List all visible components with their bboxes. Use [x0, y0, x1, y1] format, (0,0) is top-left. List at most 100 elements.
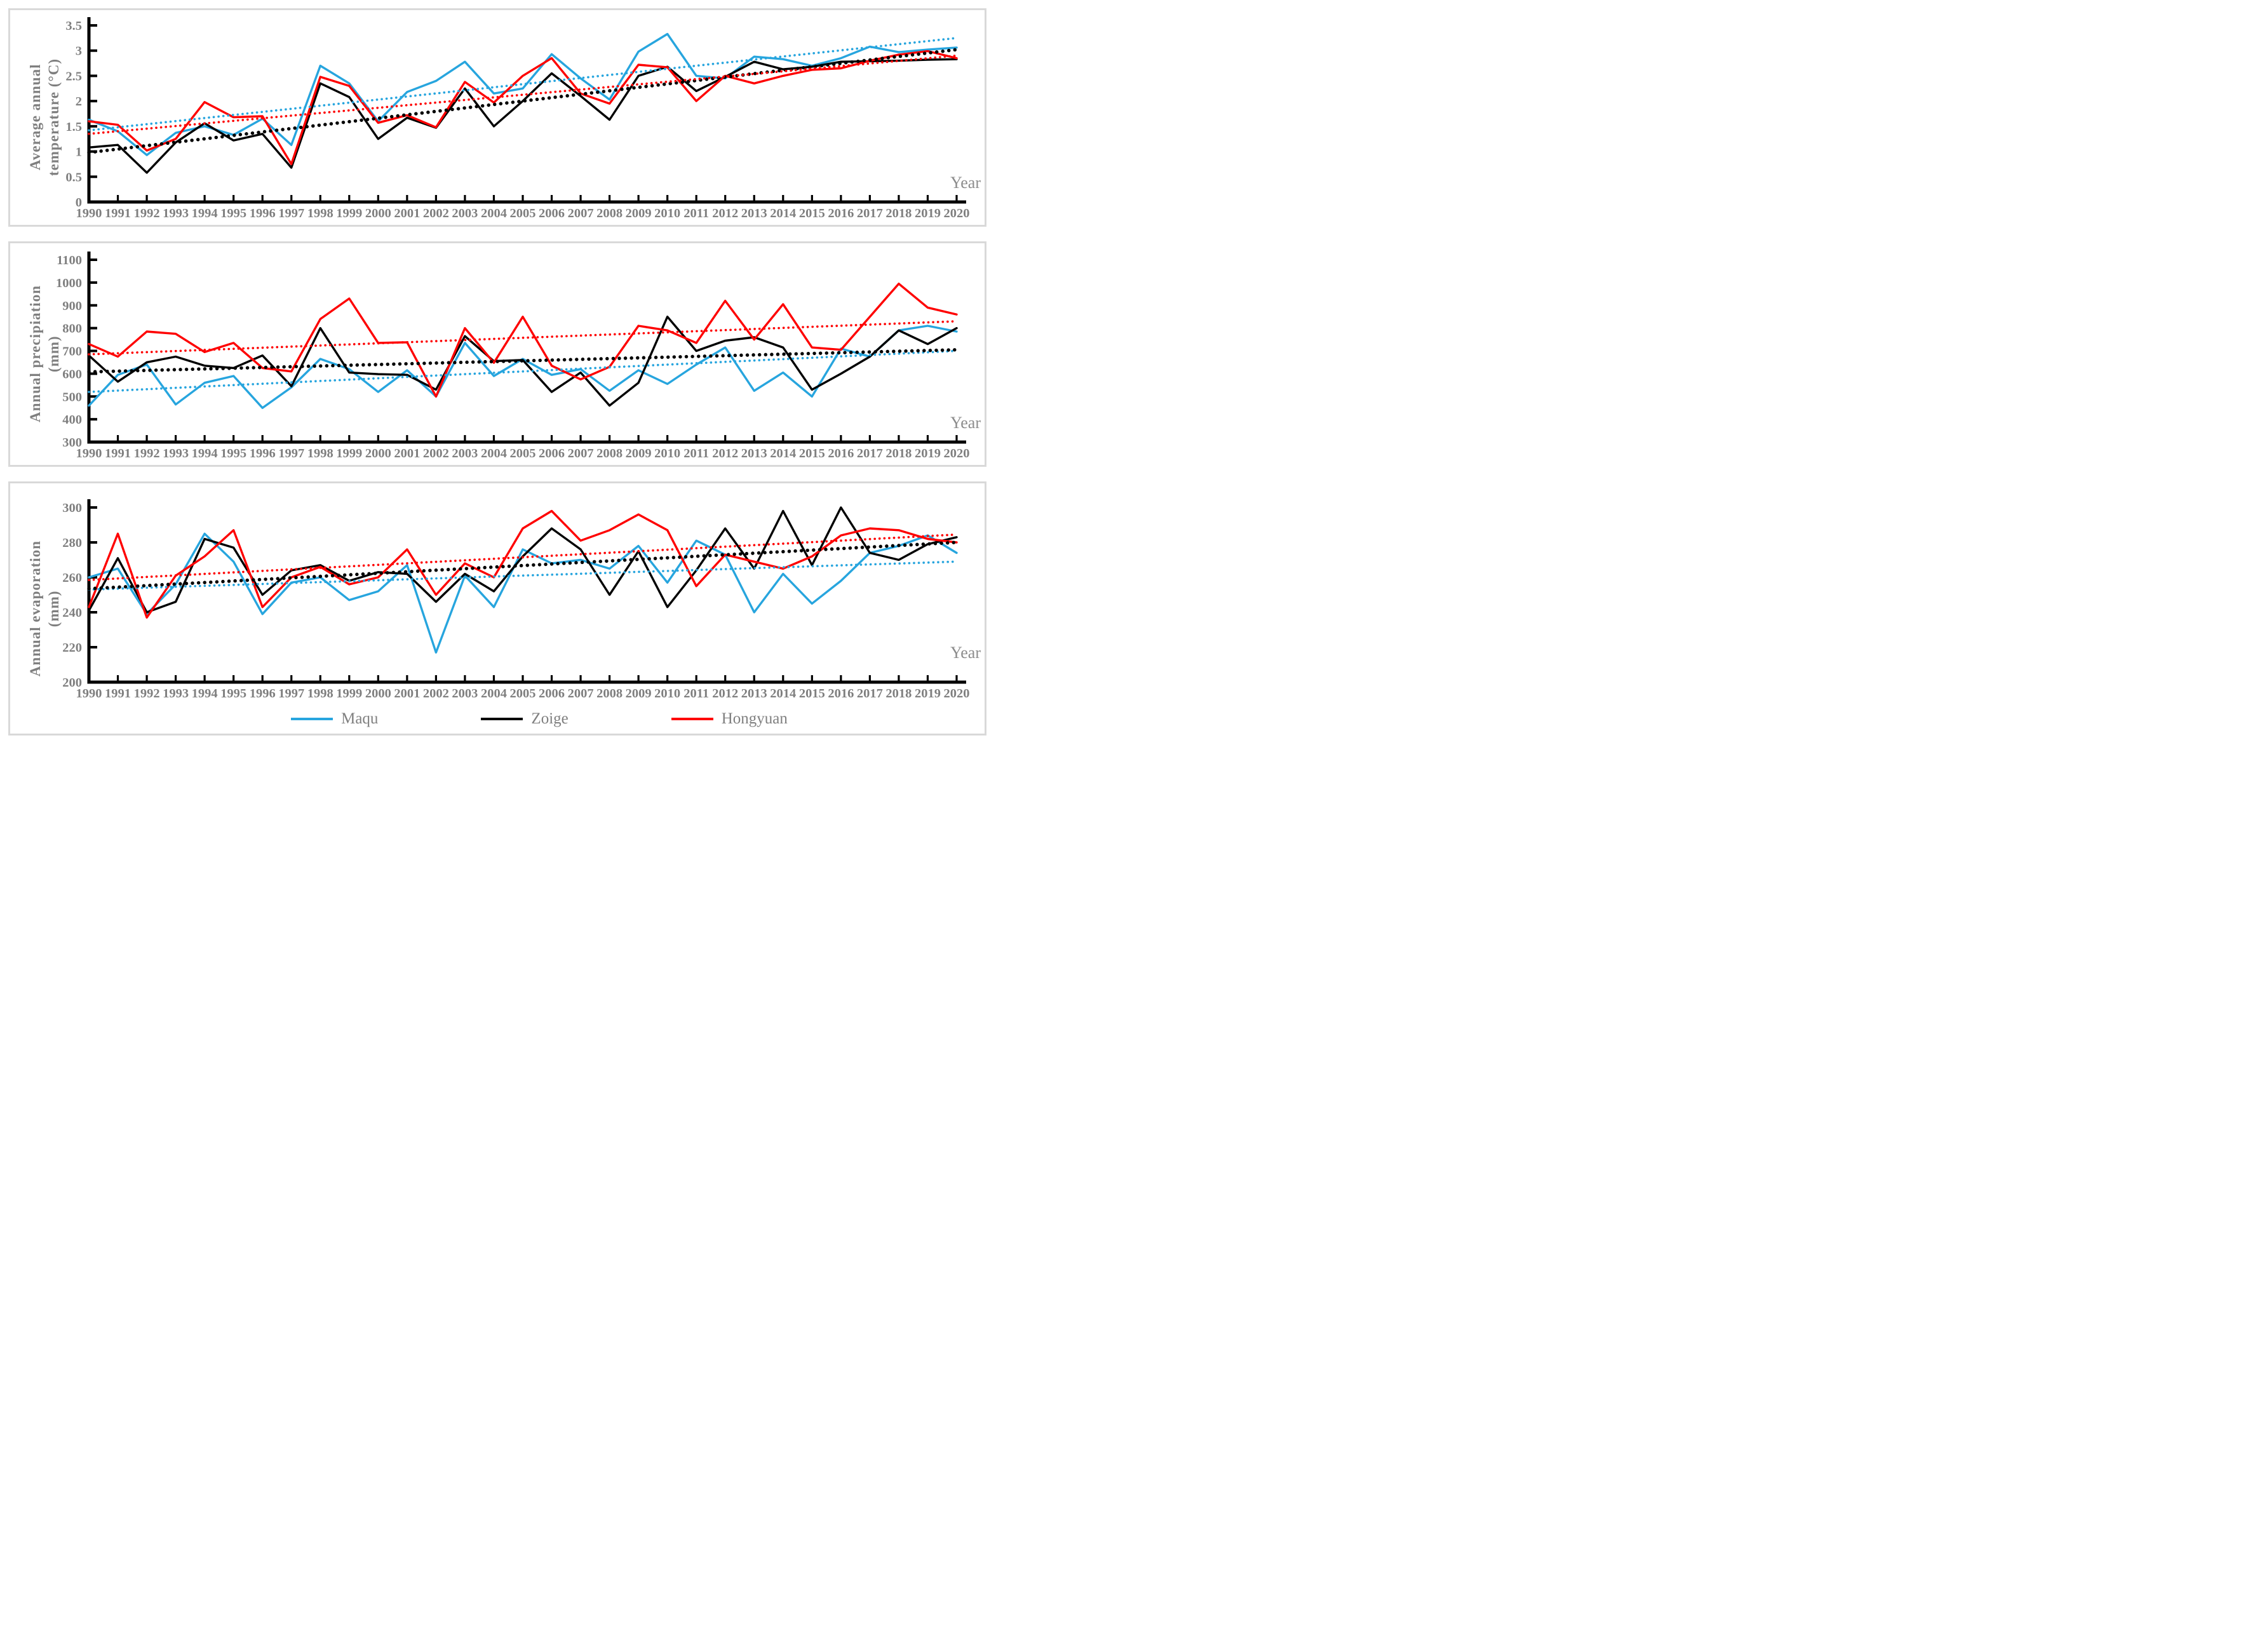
maqu-line-swatch: [291, 718, 333, 720]
x-tick-label-2002: 2002: [423, 687, 449, 701]
x-tick-label-2017: 2017: [857, 206, 883, 220]
x-tick-label-2000: 2000: [365, 447, 391, 460]
evaporation-chart-panel: 200 220 240 260 280 300 1990 1991 1992 1993 1994 19…: [8, 481, 986, 735]
legend-item-maqu: Maqu: [291, 710, 378, 728]
zoige-line-swatch: [481, 718, 523, 720]
climate-trends-figure: 0 0.5 1 1.5 2 2.5 3 3.5 1990 1991 1992 1993 1994 1995…: [0, 0, 996, 735]
x-tick-label-2001: 2001: [394, 447, 420, 460]
x-tick-label-2015: 2015: [799, 687, 825, 701]
x-tick-label-1993: 1993: [163, 206, 189, 220]
x-tick-label-1996: 1996: [250, 687, 276, 701]
x-tick-label-2007: 2007: [568, 687, 594, 701]
x-tick-label-2011: 2011: [683, 687, 709, 701]
x-tick-label-1991: 1991: [105, 447, 131, 460]
x-tick-label-1991: 1991: [105, 206, 131, 220]
x-tick-label-1994: 1994: [192, 206, 218, 220]
x-tick-label-1993: 1993: [163, 447, 189, 460]
y-tick-label: 200: [62, 676, 82, 690]
y-tick-label: 260: [62, 571, 82, 585]
hongyuan-line-swatch: [671, 718, 713, 720]
x-tick-label-2012: 2012: [712, 447, 738, 460]
x-tick-label-1999: 1999: [336, 206, 362, 220]
y-tick-label: 1000: [56, 276, 82, 290]
x-tick-label-2011: 2011: [683, 206, 709, 220]
x-tick-label-2013: 2013: [741, 206, 767, 220]
y-tick-label: 300: [62, 501, 82, 515]
y-tick-label: 800: [62, 322, 82, 336]
y-tick-label: 2: [76, 95, 82, 109]
x-tick-label-2008: 2008: [596, 447, 622, 460]
maqu-series-line: [88, 532, 958, 654]
x-tick-label-2004: 2004: [481, 687, 507, 701]
x-tick-label-1994: 1994: [192, 687, 218, 701]
x-tick-label-1999: 1999: [336, 687, 362, 701]
x-tick-label-2011: 2011: [683, 447, 709, 460]
maqu-trendline: [88, 349, 958, 393]
x-tick-label-2012: 2012: [712, 206, 738, 220]
x-tick-label-2015: 2015: [799, 206, 825, 220]
legend-label-maqu: Maqu: [341, 710, 379, 727]
x-tick-label-2006: 2006: [539, 687, 565, 701]
x-tick-label-2013: 2013: [741, 687, 767, 701]
x-tick-label-1999: 1999: [336, 447, 362, 460]
x-tick-label-1990: 1990: [76, 687, 102, 701]
x-tick-label-2009: 2009: [626, 206, 652, 220]
x-tick-label-2016: 2016: [828, 447, 854, 460]
x-tick-label-2004: 2004: [481, 447, 507, 460]
x-tick-label-2012: 2012: [712, 687, 738, 701]
x-tick-label-1995: 1995: [220, 687, 246, 701]
x-tick-label-2014: 2014: [770, 687, 796, 701]
y-tick-label: 500: [62, 390, 82, 404]
hongyuan-trendline: [88, 54, 958, 135]
zoige-series-line: [88, 506, 958, 614]
x-tick-label-1998: 1998: [307, 687, 333, 701]
x-tick-label-2009: 2009: [626, 687, 652, 701]
zoige-series-line: [88, 58, 958, 174]
y-tick-label: 1: [76, 145, 82, 159]
x-axis-title: Year: [950, 173, 981, 192]
y-tick-label: 1100: [57, 253, 82, 267]
legend-label-zoige: Zoige: [531, 710, 569, 727]
x-tick-label-1998: 1998: [307, 447, 333, 460]
x-tick-label-2013: 2013: [741, 447, 767, 460]
x-tick-label-1996: 1996: [250, 447, 276, 460]
x-tick-label-1996: 1996: [250, 206, 276, 220]
x-tick-label-2018: 2018: [885, 206, 912, 220]
x-tick-label-1997: 1997: [278, 687, 304, 701]
x-tick-label-2000: 2000: [365, 206, 391, 220]
x-tick-label-2018: 2018: [885, 687, 912, 701]
x-tick-label-1994: 1994: [192, 447, 218, 460]
x-tick-label-2020: 2020: [944, 206, 970, 220]
x-tick-label-2003: 2003: [452, 206, 478, 220]
x-tick-label-1993: 1993: [163, 687, 189, 701]
x-tick-label-2007: 2007: [568, 206, 594, 220]
y-tick-label: 300: [62, 436, 82, 450]
x-tick-label-2020: 2020: [944, 447, 970, 460]
legend-label-hongyuan: Hongyuan: [721, 710, 788, 727]
hongyuan-series-line: [88, 283, 958, 398]
x-tick-label-1995: 1995: [220, 447, 246, 460]
y-tick-label: 600: [62, 367, 82, 381]
y-tick-label: 220: [62, 641, 82, 655]
x-tick-label-2009: 2009: [626, 447, 652, 460]
x-tick-label-2005: 2005: [510, 447, 536, 460]
x-tick-label-1991: 1991: [105, 687, 131, 701]
x-tick-label-1997: 1997: [278, 447, 304, 460]
x-tick-label-2007: 2007: [568, 447, 594, 460]
y-tick-label: 900: [62, 299, 82, 313]
zoige-trendline: [87, 48, 959, 154]
x-tick-label-2010: 2010: [654, 206, 680, 220]
hongyuan-series-line: [88, 50, 958, 166]
x-tick-label-2000: 2000: [365, 687, 391, 701]
x-tick-label-2017: 2017: [857, 447, 883, 460]
x-tick-label-1998: 1998: [307, 206, 333, 220]
y-tick-label: 1.5: [65, 120, 82, 134]
y-tick-label: 240: [62, 606, 82, 620]
y-tick-label: 3.5: [65, 19, 82, 33]
x-tick-label-1995: 1995: [220, 206, 246, 220]
x-tick-label-2014: 2014: [770, 447, 796, 460]
y-tick-label: 0: [76, 196, 82, 210]
y-tick-label: 2.5: [65, 69, 82, 83]
x-tick-label-2005: 2005: [510, 206, 536, 220]
